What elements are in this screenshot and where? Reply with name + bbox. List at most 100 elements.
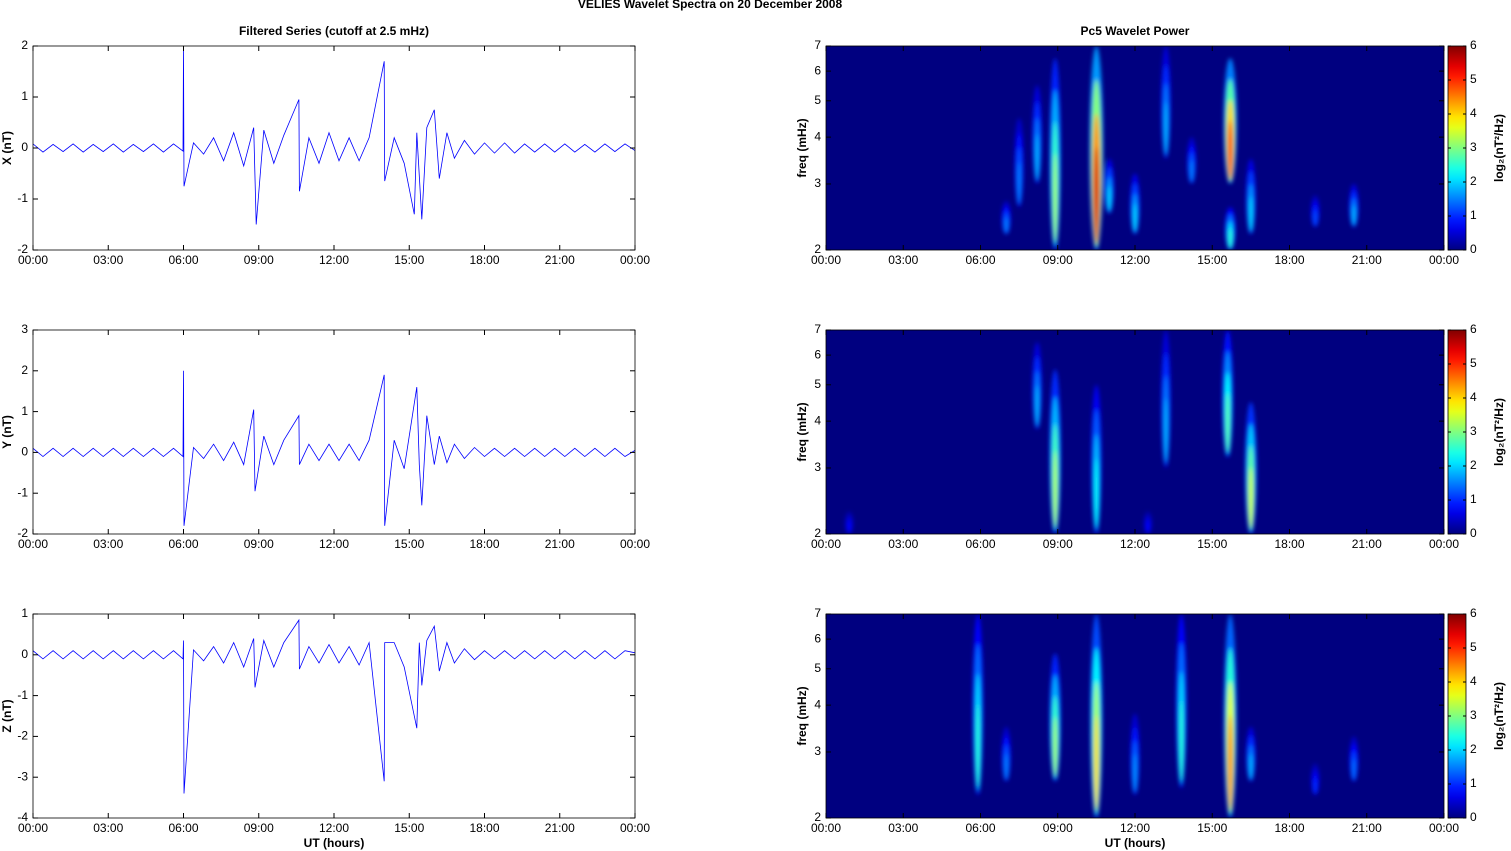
y-tick-label: 5 [814, 661, 821, 675]
power-blob [1094, 146, 1099, 241]
signal-line [33, 370, 635, 526]
x-tick-label: 18:00 [469, 537, 499, 551]
x-tick-label: 09:00 [1043, 537, 1073, 551]
x-tick-label: 03:00 [93, 821, 123, 835]
y-tick-label: 7 [814, 322, 821, 336]
panel: -4 -3 -2 -1 0 1 00:00 03:00 06:00 09:00 12:00 15:00… [0, 606, 650, 850]
x-tick-label: 00:00 [18, 821, 48, 835]
power-blob [847, 522, 851, 533]
blobs [972, 614, 1359, 818]
power-blob [1094, 458, 1099, 528]
x-tick-label: 00:00 [1429, 537, 1459, 551]
x-tick-label: 09:00 [244, 821, 274, 835]
x-tick-label: 03:00 [888, 821, 918, 835]
x-tick-label: 00:00 [811, 821, 841, 835]
power-blob [1313, 779, 1317, 794]
panel: -2 -1 0 1 2 00:00 03:00 06:00 09:00 12:00 15:00 18:… [0, 24, 650, 267]
y-tick-label: -4 [17, 810, 28, 824]
power-blob [1190, 160, 1194, 182]
y-tick-label: 0 [21, 140, 28, 154]
y-axis-label: freq (mHz) [795, 118, 809, 177]
y-tick-label: 3 [21, 322, 28, 336]
x-tick-label: 21:00 [1352, 821, 1382, 835]
power-blob [1352, 758, 1356, 780]
power-blob [1017, 162, 1021, 204]
power-blob [1164, 398, 1168, 462]
x-tick-label: 03:00 [888, 253, 918, 267]
power-blob [1179, 700, 1184, 781]
y-tick-label: 7 [814, 606, 821, 620]
y-axis-label: freq (mHz) [795, 402, 809, 461]
y-tick-label: 5 [814, 93, 821, 107]
x-tick-label: 06:00 [168, 821, 198, 835]
x-tick-label: 06:00 [168, 537, 198, 551]
x-tick-label: 18:00 [469, 821, 499, 835]
x-tick-label: 15:00 [394, 253, 424, 267]
colorbar-tick-label: 0 [1470, 242, 1477, 256]
x-tick-label: 18:00 [1274, 537, 1304, 551]
panel: -2 -1 0 1 2 3 00:00 03:00 06:00 09:00 12:00 15:00 18… [0, 322, 650, 551]
power-blob [1035, 385, 1039, 426]
y-tick-label: 7 [814, 38, 821, 52]
x-tick-label: 00:00 [811, 253, 841, 267]
x-tick-label: 15:00 [1197, 253, 1227, 267]
y-tick-label: 1 [21, 404, 28, 418]
x-tick-label: 06:00 [965, 537, 995, 551]
colorbar-tick-label: 4 [1470, 674, 1477, 688]
panel: 0 1 2 3 4 5 6 log₂(nT²/Hz) 2 3 4 5 6 7 00:00 03:00 06:00… [795, 24, 1506, 267]
x-tick-label: 12:00 [1120, 821, 1150, 835]
x-tick-label: 06:00 [965, 253, 995, 267]
x-tick-label: 03:00 [93, 253, 123, 267]
y-tick-label: 2 [814, 526, 821, 540]
x-tick-label: 12:00 [1120, 537, 1150, 551]
colorbar-tick-label: 4 [1470, 106, 1477, 120]
colorbar-tick-label: 1 [1470, 492, 1477, 506]
y-tick-label: -1 [17, 191, 28, 205]
x-tick-label: 00:00 [620, 821, 650, 835]
x-tick-label: 18:00 [1274, 821, 1304, 835]
power-blob [1053, 153, 1058, 242]
y-tick-label: 0 [21, 445, 28, 459]
x-tick-label: 21:00 [545, 253, 575, 267]
power-blob [1352, 205, 1356, 226]
y-tick-label: -2 [17, 526, 28, 540]
y-tick-label: 0 [21, 647, 28, 661]
colorbar-label: log₂(nT²/Hz) [1492, 682, 1506, 750]
power-blob [1228, 714, 1233, 809]
x-tick-label: 00:00 [1429, 253, 1459, 267]
y-tick-label: 6 [814, 63, 821, 77]
colorbar-tick-label: 2 [1470, 174, 1477, 188]
power-blob [1053, 716, 1058, 776]
power-blob [1164, 101, 1168, 154]
x-tick-label: 15:00 [1197, 821, 1227, 835]
y-axis-label: freq (mHz) [795, 686, 809, 745]
power-blob [1035, 134, 1039, 180]
x-tick-label: 00:00 [18, 537, 48, 551]
colorbar-tick-label: 4 [1470, 390, 1477, 404]
y-tick-label: 1 [21, 89, 28, 103]
panel: 0 1 2 3 4 5 6 log₂(nT²/Hz) 2 3 4 5 6 7 00:00 03:00 06:00… [795, 606, 1506, 850]
x-tick-label: 03:00 [888, 537, 918, 551]
y-tick-label: -3 [17, 769, 28, 783]
x-tick-label: 00:00 [18, 253, 48, 267]
colorbar-tick-label: 5 [1470, 356, 1477, 370]
panel-title: Filtered Series (cutoff at 2.5 mHz) [239, 24, 429, 38]
colorbar-tick-label: 3 [1470, 424, 1477, 438]
x-tick-label: 12:00 [319, 821, 349, 835]
x-axis-label: UT (hours) [1105, 836, 1166, 850]
power-blob [1228, 120, 1233, 179]
x-tick-label: 15:00 [1197, 537, 1227, 551]
power-blob [1225, 393, 1230, 452]
colorbar-tick-label: 6 [1470, 606, 1477, 620]
x-tick-label: 15:00 [394, 537, 424, 551]
y-tick-label: 2 [814, 810, 821, 824]
y-axis-label: Z (nT) [0, 699, 14, 732]
x-tick-label: 09:00 [1043, 253, 1073, 267]
y-axis-label: X (nT) [0, 131, 14, 165]
x-tick-label: 00:00 [811, 537, 841, 551]
figure-title: VELIES Wavelet Spectra on 20 December 20… [578, 0, 843, 11]
x-tick-label: 00:00 [620, 537, 650, 551]
x-tick-label: 21:00 [545, 537, 575, 551]
blobs [844, 330, 1257, 534]
x-tick-label: 21:00 [1352, 253, 1382, 267]
